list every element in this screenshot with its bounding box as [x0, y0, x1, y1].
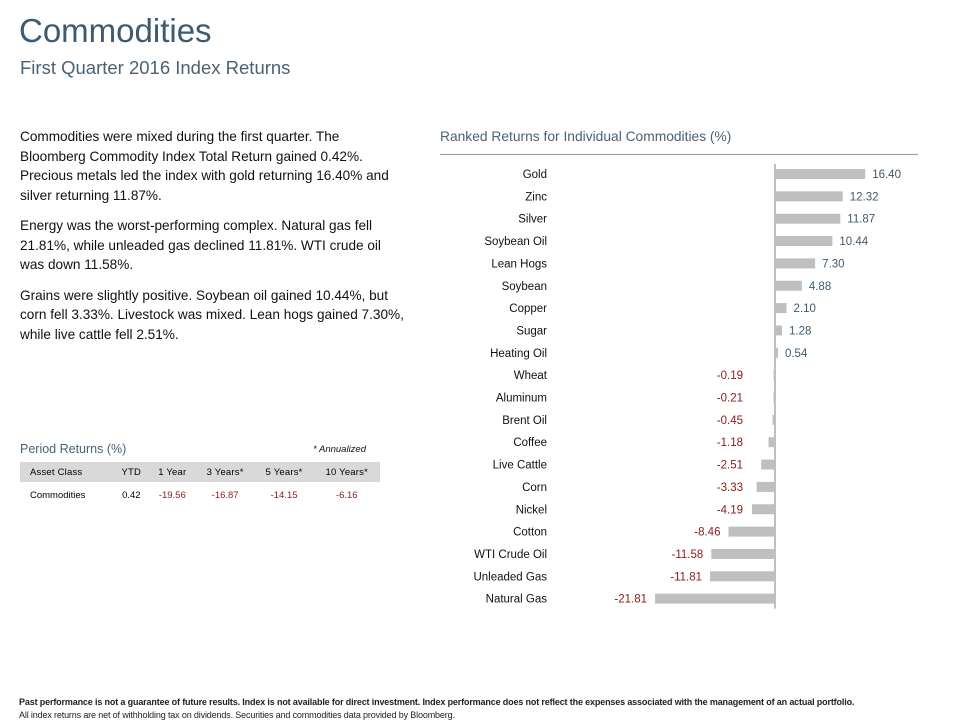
- category-label: Coffee: [513, 437, 547, 449]
- category-label: Soybean Oil: [484, 236, 547, 248]
- category-label: Nickel: [516, 504, 547, 516]
- data-label: 16.40: [872, 169, 901, 181]
- data-label: -2.51: [717, 460, 743, 472]
- bar: [711, 548, 775, 559]
- category-label: Unleaded Gas: [473, 571, 547, 583]
- bar: [655, 593, 775, 604]
- category-label: Aluminum: [496, 393, 547, 405]
- table-row: Commodities 0.42 -19.56 -16.87 -14.15 -6…: [20, 482, 380, 508]
- column-header: 3 Years*: [195, 462, 255, 482]
- bar: [773, 392, 775, 403]
- annualized-note: * Annualized: [313, 444, 366, 455]
- commentary-paragraph: Energy was the worst-performing complex.…: [20, 218, 381, 272]
- data-label: 0.54: [785, 348, 808, 360]
- page-title: Commodities: [19, 12, 212, 49]
- category-label: Sugar: [516, 325, 547, 337]
- category-label: Heating Oil: [490, 348, 547, 360]
- data-label: -1.18: [717, 437, 743, 449]
- bar: [775, 258, 816, 269]
- column-header: 10 Years*: [313, 462, 380, 482]
- data-label: -3.33: [717, 482, 743, 494]
- category-label: Gold: [523, 169, 547, 181]
- data-label: -0.19: [717, 370, 743, 382]
- bar: [775, 347, 778, 358]
- column-header: YTD: [113, 462, 149, 482]
- commentary-paragraph: Grains were slightly positive. Soybean o…: [20, 287, 404, 342]
- data-label: 1.28: [789, 325, 811, 337]
- category-label: Brent Oil: [502, 415, 547, 427]
- category-label: Zinc: [525, 191, 547, 203]
- category-label: Lean Hogs: [491, 258, 547, 270]
- period-returns-table: Asset Class YTD 1 Year 3 Years* 5 Years*…: [20, 462, 380, 508]
- chart-title-rule: [440, 154, 918, 155]
- bar: [775, 325, 783, 336]
- commentary-paragraph: Commodities were mixed during the first …: [20, 129, 389, 203]
- category-label: Copper: [509, 303, 547, 315]
- bar: [775, 303, 787, 314]
- bar: [775, 213, 841, 224]
- category-label: Soybean: [502, 281, 547, 293]
- data-label: -11.81: [670, 571, 702, 583]
- category-label: WTI Crude Oil: [474, 549, 547, 561]
- data-label: -4.19: [717, 504, 743, 516]
- category-label: Natural Gas: [486, 594, 548, 606]
- bar: [710, 571, 775, 582]
- disclaimer-line: All index returns are net of withholding…: [19, 710, 455, 720]
- data-label: -8.46: [694, 527, 720, 539]
- category-label: Corn: [522, 482, 547, 494]
- data-label: 10.44: [839, 236, 868, 248]
- bar: [775, 236, 833, 247]
- table-cell: 0.42: [122, 489, 141, 501]
- bar: [728, 526, 775, 537]
- bar: [756, 481, 775, 492]
- data-label: 2.10: [794, 303, 816, 315]
- page-subtitle: First Quarter 2016 Index Returns: [20, 57, 291, 78]
- table-cell: -14.15: [270, 489, 298, 501]
- chart-title: Ranked Returns for Individual Commoditie…: [440, 129, 732, 144]
- category-label: Cotton: [513, 527, 547, 539]
- bar: [775, 280, 802, 291]
- data-label: -21.81: [614, 594, 647, 606]
- data-label: -11.58: [672, 549, 704, 561]
- disclaimer-line: Past performance is not a guarantee of f…: [19, 697, 855, 707]
- commentary: Commodities were mixed during the first …: [20, 127, 405, 355]
- data-label: 7.30: [822, 258, 844, 270]
- category-label: Silver: [518, 214, 547, 226]
- data-label: 4.88: [809, 281, 831, 293]
- bar: [751, 504, 775, 515]
- column-header: 1 Year: [148, 462, 196, 482]
- table-header-row: Asset Class YTD 1 Year 3 Years* 5 Years*…: [20, 462, 380, 482]
- table-cell: -6.16: [335, 489, 358, 501]
- bar: [775, 191, 843, 202]
- table-cell: -19.56: [158, 489, 186, 501]
- ranked-returns-chart: Gold 16.40 Zinc 12.32 Silver 11.87 Soybean Oil…: [473, 164, 901, 609]
- bar: [761, 459, 775, 470]
- column-header: Asset Class: [20, 462, 114, 482]
- table-cell: -16.87: [211, 489, 239, 501]
- table-cell: Commodities: [30, 489, 86, 501]
- period-returns-title: Period Returns (%): [20, 442, 127, 456]
- data-label: 11.87: [847, 214, 875, 226]
- data-label: 12.32: [850, 191, 879, 203]
- data-label: -0.45: [717, 415, 743, 427]
- bar: [773, 370, 775, 381]
- category-label: Live Cattle: [493, 460, 547, 472]
- bar: [775, 169, 866, 179]
- data-label: -0.21: [717, 393, 743, 405]
- bar: [768, 437, 775, 448]
- category-label: Wheat: [514, 370, 548, 382]
- bar: [772, 414, 775, 425]
- column-header: 5 Years*: [254, 462, 314, 482]
